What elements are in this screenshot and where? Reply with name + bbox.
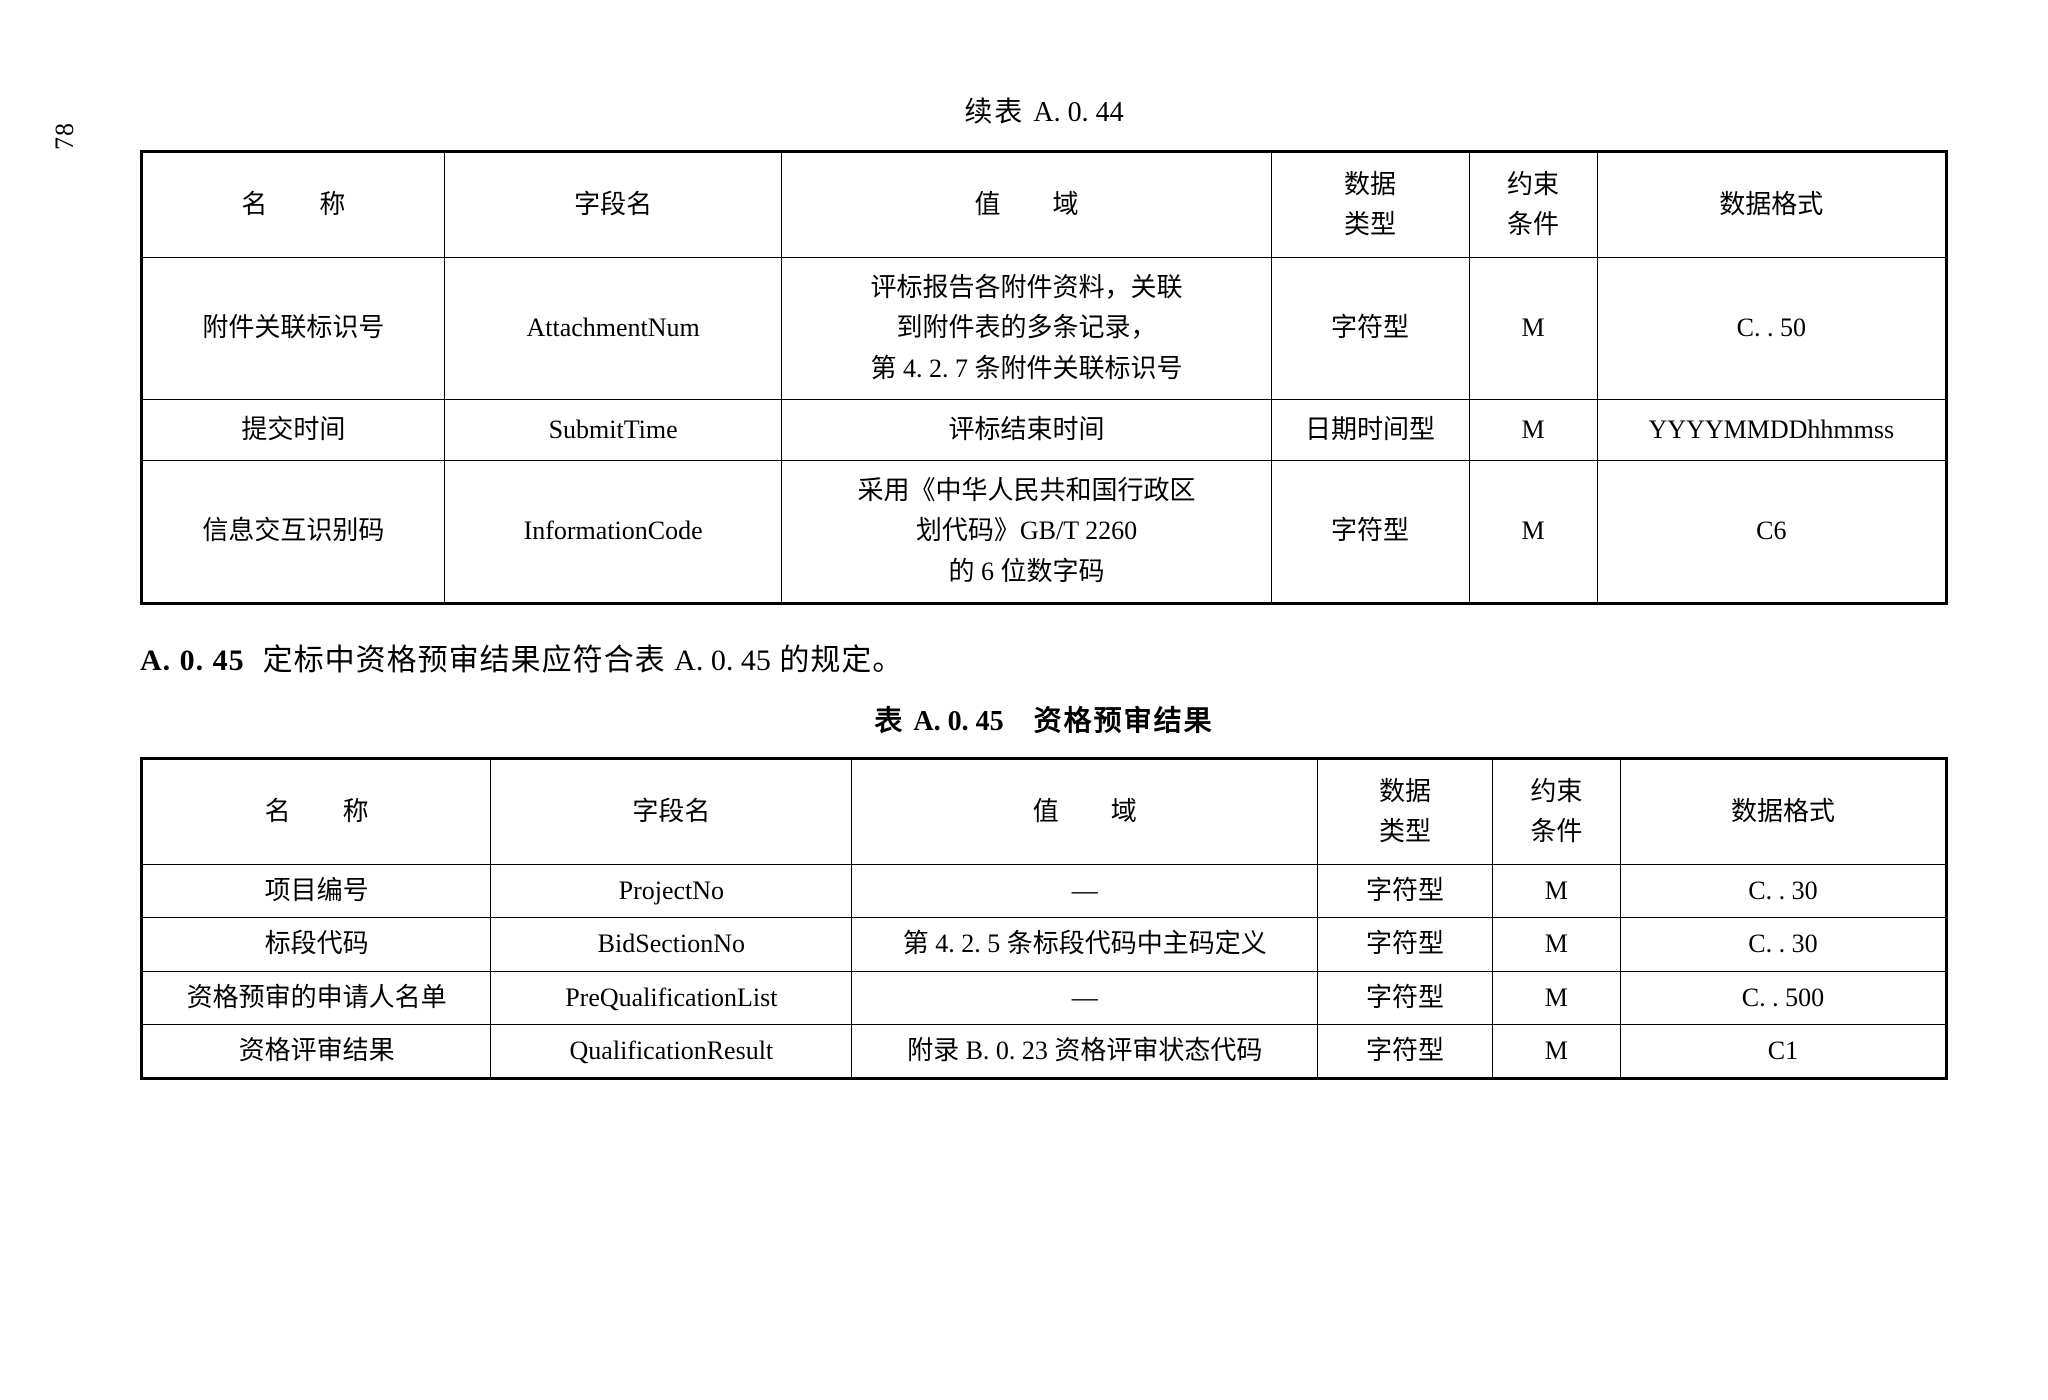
section-number: A. 0. 45 [140, 644, 245, 677]
cell-constraint: M [1492, 918, 1620, 971]
table-row: 附件关联标识号 AttachmentNum 评标报告各附件资料，关联到附件表的多… [142, 258, 1947, 400]
table-row: 名 称 字段名 值 域 数据类型 约束条件 数据格式 [142, 152, 1947, 258]
cell-domain: 评标报告各附件资料，关联到附件表的多条记录，第 4. 2. 7 条附件关联标识号 [782, 258, 1271, 400]
cell-field: PreQualificationList [491, 971, 852, 1024]
cell-constraint: M [1492, 971, 1620, 1024]
document-page: 78 续表 A. 0. 44 名 称 字段名 值 域 数据类型 约束条件 数据格… [0, 0, 2048, 1400]
cell-dtype: 字符型 [1271, 461, 1469, 604]
cell-domain: 评标结束时间 [782, 399, 1271, 460]
cell-domain: — [852, 971, 1318, 1024]
cell-name: 提交时间 [142, 399, 445, 460]
cell-domain: 采用《中华人民共和国行政区划代码》GB/T 2260的 6 位数字码 [782, 461, 1271, 604]
cell-format: C1 [1620, 1024, 1946, 1078]
col-domain: 值 域 [852, 759, 1318, 865]
table-a044: 名 称 字段名 值 域 数据类型 约束条件 数据格式 附件关联标识号 Attac… [140, 150, 1948, 605]
cell-format: YYYYMMDDhhmmss [1597, 399, 1946, 460]
col-format: 数据格式 [1620, 759, 1946, 865]
table1-caption-code: A. 0. 44 [1033, 97, 1123, 128]
cell-constraint: M [1469, 399, 1597, 460]
cell-domain: — [852, 865, 1318, 918]
col-name: 名 称 [142, 152, 445, 258]
cell-dtype: 字符型 [1318, 1024, 1493, 1078]
col-dtype: 数据类型 [1318, 759, 1493, 865]
col-field: 字段名 [444, 152, 782, 258]
section-text-after: 的规定。 [771, 644, 904, 677]
table-row: 提交时间 SubmitTime 评标结束时间 日期时间型 M YYYYMMDDh… [142, 399, 1947, 460]
cell-constraint: M [1492, 865, 1620, 918]
table-row: 资格预审的申请人名单 PreQualificationList — 字符型 M … [142, 971, 1947, 1024]
table-a045: 名 称 字段名 值 域 数据类型 约束条件 数据格式 项目编号 ProjectN… [140, 757, 1948, 1080]
table-row: 标段代码 BidSectionNo 第 4. 2. 5 条标段代码中主码定义 字… [142, 918, 1947, 971]
cell-domain: 附录 B. 0. 23 资格评审状态代码 [852, 1024, 1318, 1078]
table2-caption-title: 资格预审结果 [1004, 706, 1214, 737]
table2-caption-prefix: 表 [874, 706, 913, 737]
col-format: 数据格式 [1597, 152, 1946, 258]
col-name: 名 称 [142, 759, 491, 865]
col-domain: 值 域 [782, 152, 1271, 258]
cell-format: C6 [1597, 461, 1946, 604]
cell-name: 项目编号 [142, 865, 491, 918]
cell-constraint: M [1469, 461, 1597, 604]
cell-constraint: M [1492, 1024, 1620, 1078]
cell-format: C. . 30 [1620, 865, 1946, 918]
cell-field: ProjectNo [491, 865, 852, 918]
cell-field: SubmitTime [444, 399, 782, 460]
table-row: 信息交互识别码 InformationCode 采用《中华人民共和国行政区划代码… [142, 461, 1947, 604]
cell-name: 标段代码 [142, 918, 491, 971]
section-text-before: 定标中资格预审结果应符合表 [263, 644, 675, 677]
table-row: 项目编号 ProjectNo — 字符型 M C. . 30 [142, 865, 1947, 918]
cell-field: BidSectionNo [491, 918, 852, 971]
table1-caption-prefix: 续表 [964, 97, 1033, 128]
table-row: 名 称 字段名 值 域 数据类型 约束条件 数据格式 [142, 759, 1947, 865]
table-row: 资格评审结果 QualificationResult 附录 B. 0. 23 资… [142, 1024, 1947, 1078]
cell-dtype: 字符型 [1318, 971, 1493, 1024]
table1-caption: 续表 A. 0. 44 [140, 90, 1948, 130]
cell-name: 附件关联标识号 [142, 258, 445, 400]
cell-field: InformationCode [444, 461, 782, 604]
cell-domain: 第 4. 2. 5 条标段代码中主码定义 [852, 918, 1318, 971]
cell-name: 资格评审结果 [142, 1024, 491, 1078]
col-field: 字段名 [491, 759, 852, 865]
table2-caption: 表 A. 0. 45 资格预审结果 [140, 699, 1948, 739]
cell-field: QualificationResult [491, 1024, 852, 1078]
cell-constraint: M [1469, 258, 1597, 400]
cell-name: 资格预审的申请人名单 [142, 971, 491, 1024]
cell-format: C. . 500 [1620, 971, 1946, 1024]
page-number: 78 [50, 122, 80, 150]
col-constraint: 约束条件 [1469, 152, 1597, 258]
cell-format: C. . 50 [1597, 258, 1946, 400]
cell-name: 信息交互识别码 [142, 461, 445, 604]
cell-dtype: 字符型 [1318, 918, 1493, 971]
cell-dtype: 日期时间型 [1271, 399, 1469, 460]
cell-format: C. . 30 [1620, 918, 1946, 971]
table2-caption-code: A. 0. 45 [913, 706, 1003, 737]
cell-dtype: 字符型 [1318, 865, 1493, 918]
cell-dtype: 字符型 [1271, 258, 1469, 400]
col-constraint: 约束条件 [1492, 759, 1620, 865]
section-a045: A. 0. 45定标中资格预审结果应符合表 A. 0. 45 的规定。 [140, 635, 1948, 679]
cell-field: AttachmentNum [444, 258, 782, 400]
col-dtype: 数据类型 [1271, 152, 1469, 258]
section-text-code: A. 0. 45 [674, 644, 771, 677]
